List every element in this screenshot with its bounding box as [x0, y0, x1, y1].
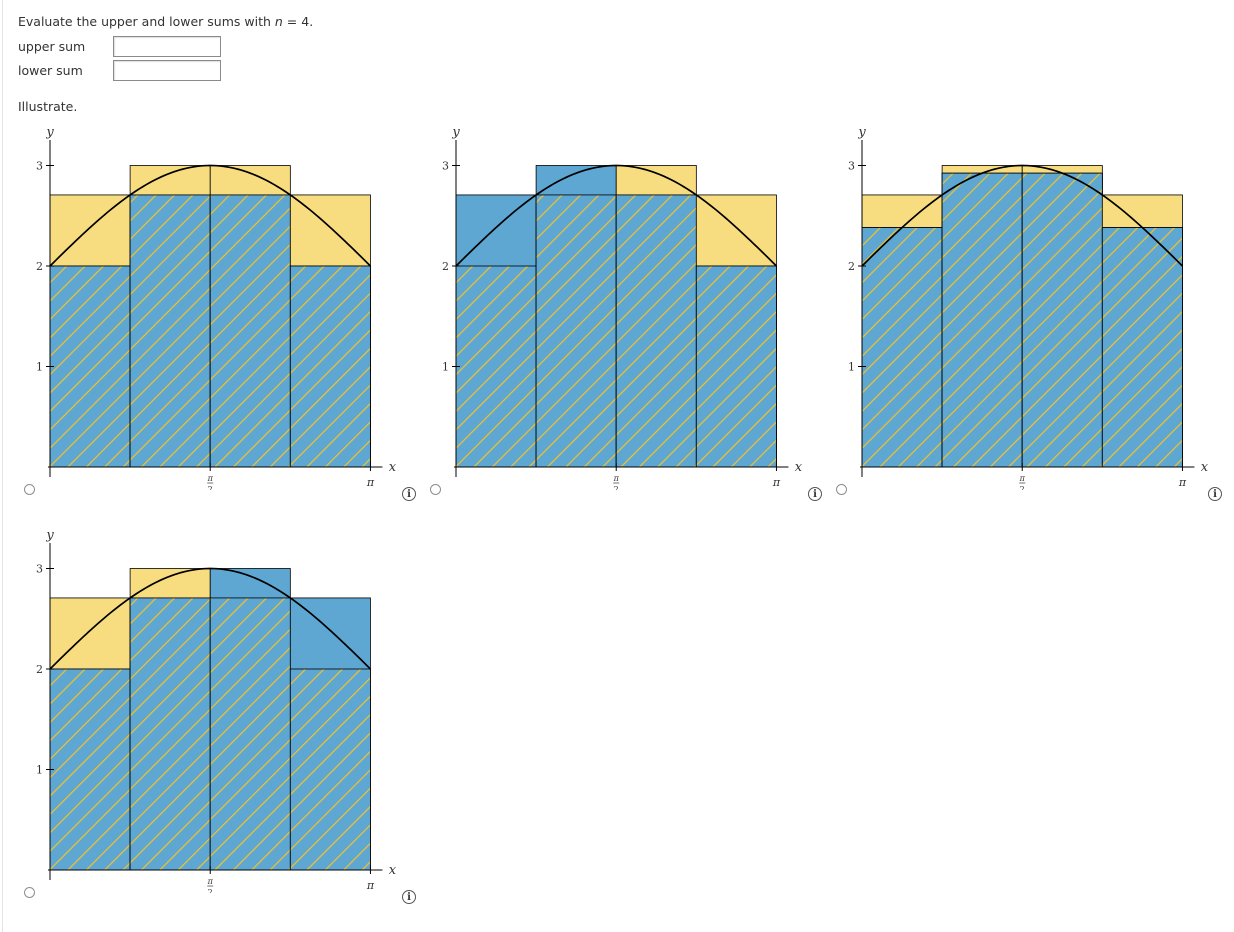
hatched-rect	[615, 194, 697, 468]
pi-half-numerator: π	[207, 877, 214, 886]
hatched-rect	[289, 668, 371, 871]
pi-tick-label: π	[366, 476, 375, 489]
pi-half-denominator: 2	[208, 888, 213, 893]
y-tick-label: 3	[848, 160, 855, 173]
y-axis-label: y	[45, 125, 54, 140]
hatched-rect	[861, 227, 943, 468]
hatched-rect	[209, 194, 291, 468]
hatched-rect	[289, 265, 371, 468]
upper-sum-label: upper sum	[18, 38, 86, 54]
hatched-rect	[535, 194, 617, 468]
lower-sum-row: lower sum	[18, 59, 221, 81]
choice-b-graph: 3 2 1 y x π 2 π	[442, 125, 803, 490]
y-tick-label: 1	[36, 764, 43, 777]
y-tick-label: 2	[442, 260, 449, 273]
choice-c-graph: 3 2 1 y x π 2 π	[848, 125, 1209, 490]
illustrate-label: Illustrate.	[18, 99, 78, 114]
curve-line	[455, 164, 778, 267]
hatched-rect	[941, 172, 1023, 468]
y-tick-label: 1	[442, 361, 449, 374]
pi-half-denominator: 2	[1020, 485, 1025, 490]
left-border	[2, 0, 3, 932]
y-tick-label: 2	[36, 260, 43, 273]
lower-sum-input[interactable]	[113, 59, 221, 81]
y-axis-label: y	[451, 125, 460, 140]
x-axis-label: x	[389, 863, 397, 878]
y-tick-label: 3	[36, 563, 43, 576]
curve-line	[49, 164, 372, 267]
x-axis-label: x	[389, 460, 397, 475]
choice-a-graph: 3 2 1 y x π 2 π	[36, 125, 397, 490]
pi-half-numerator: π	[207, 474, 214, 483]
pi-half-numerator: π	[613, 474, 620, 483]
x-axis-label: x	[1201, 460, 1209, 475]
pi-tick-label: π	[1178, 476, 1187, 489]
y-tick-label: 3	[36, 160, 43, 173]
upper-sum-row: upper sum	[18, 35, 221, 57]
hatched-rect	[1101, 227, 1183, 468]
question-prompt: Evaluate the upper and lower sums with n…	[18, 14, 314, 29]
hatched-rect	[695, 265, 777, 468]
hatched-rect	[455, 265, 537, 468]
info-icon-a[interactable]: i	[402, 487, 416, 501]
y-tick-label: 2	[36, 663, 43, 676]
info-icon-d[interactable]: i	[402, 890, 416, 904]
lower-sum-label: lower sum	[18, 62, 83, 78]
y-tick-label: 3	[442, 160, 449, 173]
y-tick-label: 2	[848, 260, 855, 273]
y-tick-label: 1	[848, 361, 855, 374]
hatched-rect	[129, 194, 211, 468]
y-tick-label: 1	[36, 361, 43, 374]
pi-half-numerator: π	[1019, 474, 1026, 483]
radio-button-b[interactable]	[430, 484, 441, 495]
radio-button-d[interactable]	[24, 887, 35, 898]
hatched-rect	[1021, 172, 1103, 468]
hatched-rect	[49, 668, 131, 871]
radio-button-a[interactable]	[24, 484, 35, 495]
pi-half-denominator: 2	[614, 485, 619, 490]
hatched-rect	[129, 597, 211, 871]
curve-line	[861, 164, 1184, 267]
radio-button-c[interactable]	[836, 484, 847, 495]
hatched-rect	[49, 265, 131, 468]
info-icon-c[interactable]: i	[1208, 487, 1222, 501]
hatched-rect	[209, 597, 291, 871]
pi-tick-label: π	[366, 879, 375, 892]
curve-line	[49, 567, 372, 670]
upper-sum-input[interactable]	[113, 35, 221, 57]
info-icon-b[interactable]: i	[808, 487, 822, 501]
pi-half-denominator: 2	[208, 485, 213, 490]
y-axis-label: y	[857, 125, 866, 140]
y-axis-label: y	[45, 528, 54, 543]
choice-d-graph: 3 2 1 y x π 2 π	[36, 528, 397, 893]
pi-tick-label: π	[772, 476, 781, 489]
x-axis-label: x	[795, 460, 803, 475]
